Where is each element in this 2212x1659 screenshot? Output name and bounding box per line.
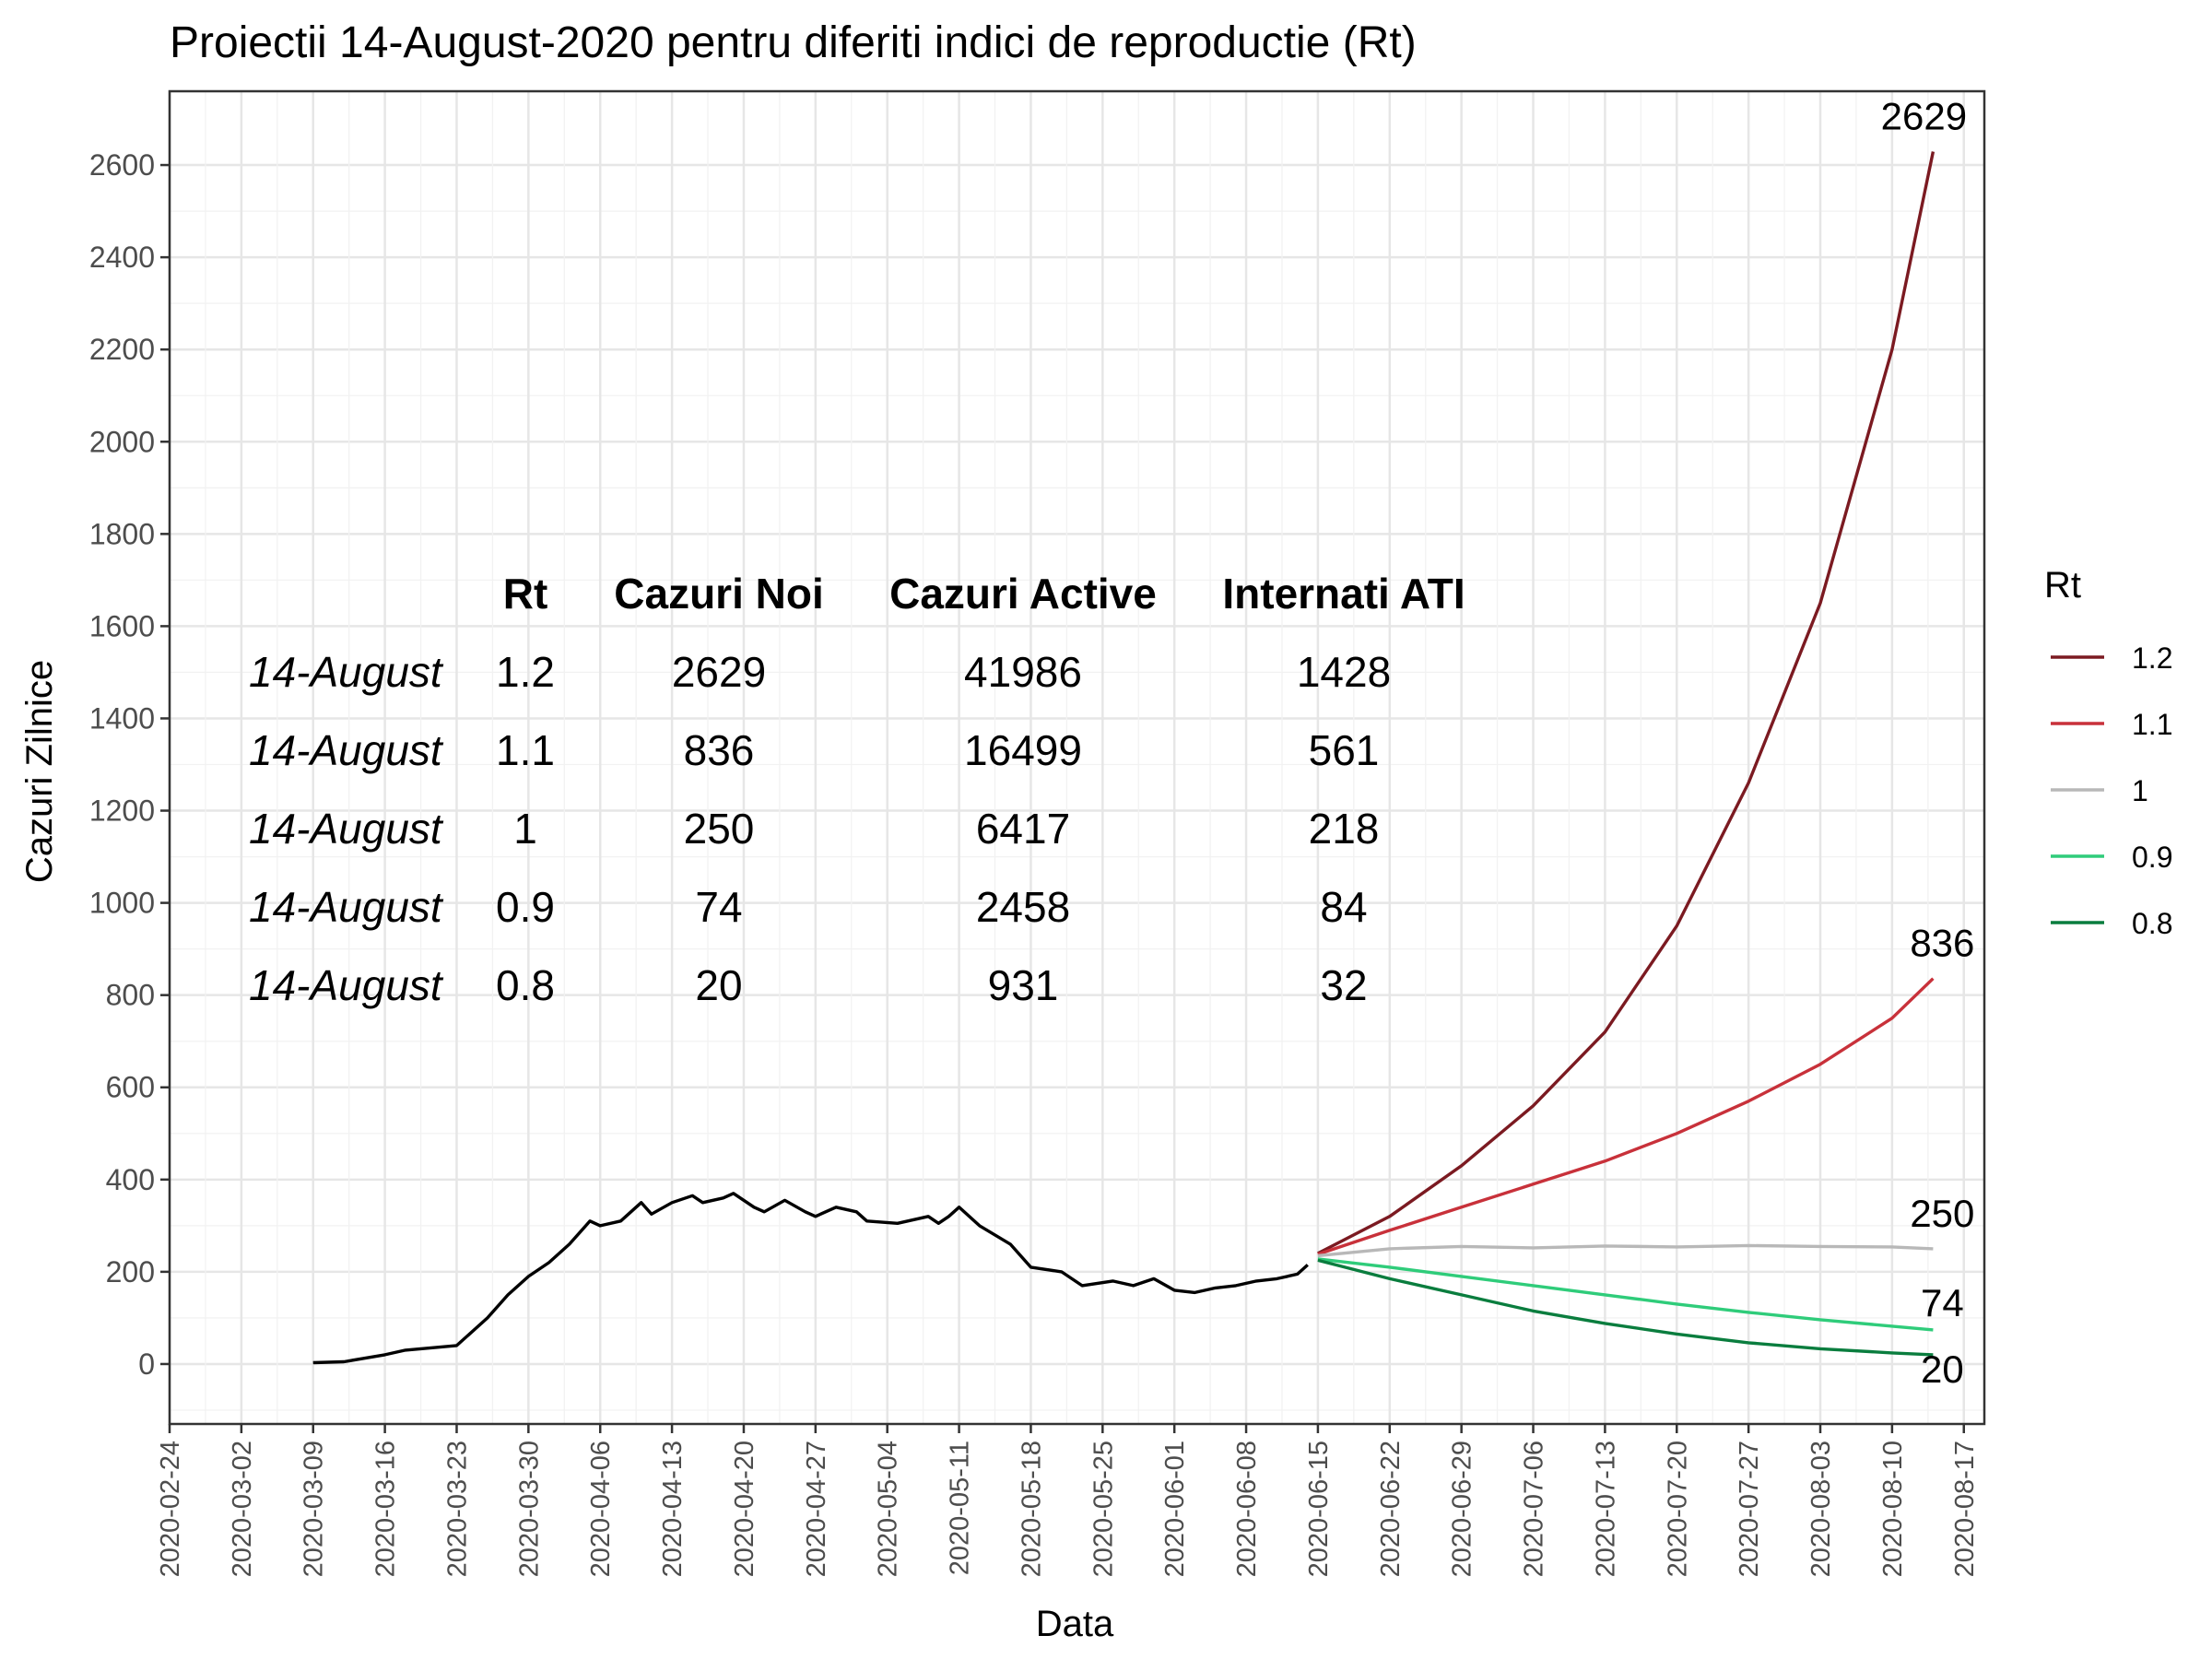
table-header: Cazuri Active [889, 570, 1157, 618]
x-tick-label: 2020-03-09 [300, 1441, 329, 1577]
table-cell-noi: 74 [695, 883, 742, 931]
legend-label: 1 [2132, 774, 2148, 807]
table-cell-noi: 2629 [672, 648, 766, 696]
table-row-date: 14-August [249, 648, 444, 696]
y-tick-label: 1800 [89, 517, 155, 550]
y-tick-label: 200 [106, 1255, 155, 1288]
table-cell-rt: 1 [513, 805, 537, 853]
table-row-date: 14-August [249, 805, 444, 853]
y-tick-label: 2000 [89, 425, 155, 458]
table-cell-ati: 561 [1309, 726, 1380, 774]
series-end-label: 20 [1921, 1347, 1964, 1391]
series-end-label: 2629 [1881, 95, 1967, 138]
series-line-observed [312, 1192, 1309, 1365]
table-cell-rt: 1.1 [496, 726, 555, 774]
y-tick-label: 400 [106, 1163, 155, 1196]
table-cell-ati: 84 [1320, 883, 1367, 931]
series-end-label: 250 [1910, 1192, 1974, 1235]
x-tick-label: 2020-03-30 [514, 1441, 544, 1577]
chart-title: Proiectii 14-August-2020 pentru diferiti… [170, 18, 1417, 67]
x-tick-label: 2020-07-13 [1591, 1441, 1620, 1577]
y-tick-label: 600 [106, 1071, 155, 1104]
y-tick-label: 0 [138, 1347, 155, 1381]
y-tick-label: 1200 [89, 794, 155, 828]
series-end-label: 74 [1921, 1281, 1964, 1324]
table-cell-rt: 0.8 [496, 961, 555, 1009]
x-tick-label: 2020-06-01 [1160, 1441, 1190, 1577]
legend-label: 1.1 [2132, 708, 2172, 741]
x-tick-label: 2020-02-24 [156, 1441, 185, 1577]
series-layer: 2629 836 250 74 20 [312, 95, 1974, 1391]
x-tick-label: 2020-05-04 [874, 1441, 903, 1577]
table-cell-rt: 0.9 [496, 883, 555, 931]
table-cell-ati: 1428 [1297, 648, 1391, 696]
y-tick-label: 1400 [89, 701, 155, 735]
table-cell-ati: 218 [1309, 805, 1380, 853]
x-tick-label: 2020-08-10 [1878, 1441, 1908, 1577]
y-tick-label: 800 [106, 979, 155, 1012]
table-row-date: 14-August [249, 883, 444, 931]
table-cell-noi: 250 [684, 805, 755, 853]
x-axis-label: Data [1036, 1604, 1114, 1644]
x-tick-label: 2020-05-11 [946, 1441, 975, 1575]
table-cell-rt: 1.2 [496, 648, 555, 696]
table-cell-active: 41986 [964, 648, 1082, 696]
series-line-rt-0-9 [1317, 1257, 1934, 1332]
x-tick-label: 2020-03-23 [442, 1441, 472, 1577]
x-tick-label: 2020-06-22 [1376, 1441, 1406, 1577]
annotation-table: Rt Cazuri Noi Cazuri Active Internati ATI14… [249, 570, 1465, 1009]
series-line-rt-1 [1317, 1243, 1934, 1258]
y-tick-label: 1000 [89, 887, 155, 920]
table-cell-active: 2458 [976, 883, 1070, 931]
series-end-label: 836 [1910, 922, 1974, 965]
y-tick-label: 2200 [89, 333, 155, 366]
table-header: Rt [503, 570, 548, 618]
table-header: Cazuri Noi [614, 570, 823, 618]
table-row-date: 14-August [249, 961, 444, 1009]
x-tick-label: 2020-08-03 [1806, 1441, 1836, 1577]
table-cell-noi: 836 [684, 726, 755, 774]
table-cell-noi: 20 [695, 961, 742, 1009]
y-tick-label: 2600 [89, 148, 155, 182]
series-line-rt-1-2 [1317, 151, 1936, 1255]
x-tick-label: 2020-06-29 [1448, 1441, 1477, 1577]
x-tick-label: 2020-08-17 [1950, 1441, 1980, 1577]
x-tick-label: 2020-05-18 [1017, 1441, 1046, 1577]
table-cell-ati: 32 [1320, 961, 1367, 1009]
x-tick-label: 2020-05-25 [1088, 1441, 1118, 1577]
axes: 0 200 400 600 800 1000 1200 1400 1600 1800 2000 220… [89, 148, 1980, 1577]
series-line-rt-0-8 [1317, 1258, 1934, 1357]
legend-title: Rt [2044, 565, 2081, 606]
x-tick-label: 2020-07-20 [1663, 1441, 1692, 1577]
y-tick-label: 2400 [89, 241, 155, 274]
table-cell-active: 16499 [964, 726, 1082, 774]
series-line-rt-1-1 [1317, 977, 1935, 1256]
table-cell-active: 6417 [976, 805, 1070, 853]
panel-border [168, 89, 1986, 1426]
x-tick-label: 2020-04-06 [586, 1441, 616, 1577]
y-tick-label: 1600 [89, 609, 155, 642]
x-tick-label: 2020-04-20 [730, 1441, 759, 1577]
legend-label: 0.8 [2132, 907, 2172, 940]
legend-label: 0.9 [2132, 841, 2172, 874]
table-header: Internati ATI [1222, 570, 1465, 618]
table-cell-active: 931 [988, 961, 1059, 1009]
legend-label: 1.2 [2132, 641, 2172, 675]
grid [168, 91, 1984, 1424]
table-row-date: 14-August [249, 726, 444, 774]
x-tick-label: 2020-03-16 [371, 1441, 401, 1577]
x-tick-label: 2020-04-13 [658, 1441, 688, 1577]
y-axis-label: Cazuri Zilnice [19, 660, 60, 883]
x-tick-label: 2020-07-27 [1735, 1441, 1764, 1577]
legend: Rt 1.2 1.1 1 0.9 0.8 [2044, 565, 2172, 940]
x-tick-label: 2020-04-27 [802, 1441, 831, 1577]
x-tick-label: 2020-06-15 [1304, 1441, 1334, 1577]
x-tick-label: 2020-03-02 [228, 1441, 257, 1577]
x-tick-label: 2020-07-06 [1520, 1441, 1549, 1577]
x-tick-label: 2020-06-08 [1232, 1441, 1262, 1577]
